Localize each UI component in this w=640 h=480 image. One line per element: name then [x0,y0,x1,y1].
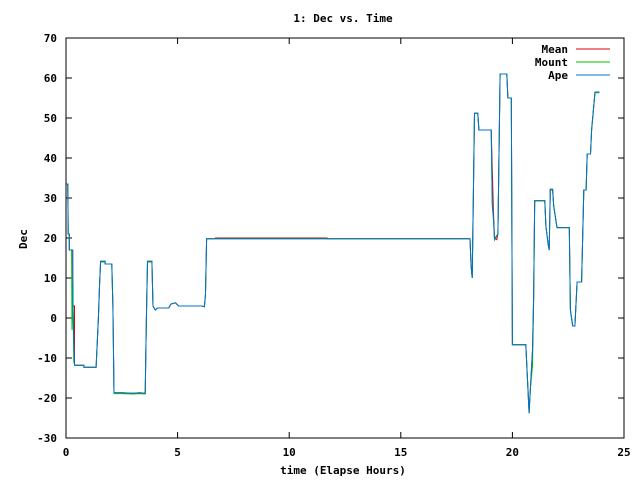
y-tick-label: -30 [37,432,57,445]
y-tick-label: 70 [44,32,57,45]
x-tick-label: 10 [283,446,296,459]
legend-label-ape: Ape [548,69,568,82]
y-tick-label: 60 [44,72,57,85]
x-axis-ticks: 0 5 10 15 20 25 [63,38,631,459]
y-tick-label: 20 [44,232,57,245]
legend-label-mount: Mount [535,56,568,69]
x-tick-label: 25 [617,446,630,459]
chart-title: 1: Dec vs. Time [293,12,393,25]
x-tick-label: 15 [394,446,407,459]
series-lines [66,73,600,414]
legend-label-mean: Mean [542,43,569,56]
y-tick-label: 0 [50,312,57,325]
y-tick-label: 30 [44,192,57,205]
x-tick-label: 5 [174,446,181,459]
plot-frame [65,37,625,439]
y-tick-label: 50 [44,112,57,125]
y-tick-label: -20 [37,392,57,405]
y-tick-label: 10 [44,272,57,285]
y-tick-label: -10 [37,352,57,365]
x-tick-label: 0 [63,446,70,459]
y-tick-label: 40 [44,152,57,165]
x-axis-label: time (Elapse Hours) [280,464,406,477]
series-line-ape [66,73,600,414]
y-axis-label: Dec [17,229,30,249]
x-tick-label: 20 [506,446,519,459]
y-axis-ticks: -30 -20 -10 0 10 20 30 40 50 60 70 [37,32,624,445]
